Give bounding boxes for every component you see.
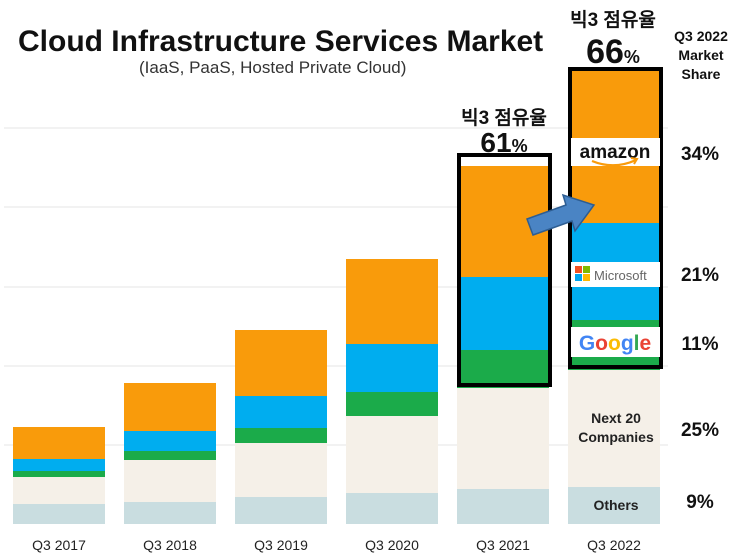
- bar-next-20-companies-q3-2020: [346, 416, 438, 493]
- x-tick-label: Q3 2020: [365, 537, 419, 553]
- google-letter: e: [639, 332, 651, 355]
- bar-google-q3-2020: [346, 392, 438, 416]
- google-letter: l: [634, 332, 640, 355]
- big3-value-2021: 61%: [480, 127, 527, 158]
- google-letter: g: [621, 332, 634, 355]
- share-amazon: 34%: [681, 144, 719, 165]
- microsoft-logo-text: Microsoft: [594, 268, 647, 283]
- bar-google-q3-2018: [124, 451, 216, 460]
- big3-label-2022: 빅3 점유율: [570, 9, 656, 31]
- bar-others-q3-2020: [346, 493, 438, 524]
- x-tick-label: Q3 2017: [32, 537, 86, 553]
- google-logo: Google: [571, 327, 660, 357]
- bar-next-20-companies-q3-2021: [457, 388, 549, 489]
- share-next20: 25%: [681, 420, 719, 441]
- share-microsoft: 21%: [681, 265, 719, 286]
- bar-microsoft-q3-2019: [235, 396, 327, 428]
- next20-segment-label-line1: Next 20: [591, 410, 641, 426]
- bar-amazon-q3-2018: [124, 383, 216, 431]
- bar-amazon-q3-2017: [13, 427, 105, 459]
- bar-next-20-companies-q3-2017: [13, 477, 105, 504]
- bar-amazon-q3-2020: [346, 259, 438, 344]
- bar-others-q3-2018: [124, 502, 216, 524]
- google-letter: G: [579, 332, 595, 355]
- others-segment-label: Others: [593, 497, 638, 513]
- share-header-line2: Market: [678, 47, 723, 63]
- bar-amazon-q3-2019: [235, 330, 327, 396]
- bar-microsoft-q3-2021: [457, 277, 549, 350]
- gridlines: [4, 127, 668, 446]
- bar-microsoft-q3-2018: [124, 431, 216, 451]
- amazon-logo: amazon: [571, 138, 660, 167]
- google-logo-text: Google: [579, 332, 651, 355]
- bar-next-20-companies-q3-2018: [124, 460, 216, 502]
- x-tick-label: Q3 2018: [143, 537, 197, 553]
- bar-microsoft-q3-2017: [13, 459, 105, 471]
- bar-next-20-companies-q3-2022: [568, 370, 660, 487]
- bar-others-q3-2017: [13, 504, 105, 524]
- share-header-line1: Q3 2022: [674, 28, 728, 44]
- amazon-logo-text: amazon: [580, 142, 651, 163]
- big3-frame-2021: [457, 153, 552, 387]
- share-others: 9%: [686, 492, 714, 513]
- chart-title: Cloud Infrastructure Services Market: [18, 25, 543, 58]
- bars: [13, 70, 660, 524]
- amazon-arrowhead-icon: [630, 157, 639, 165]
- x-tick-label: Q3 2022: [587, 537, 641, 553]
- big3-label-2021: 빅3 점유율: [461, 107, 547, 129]
- big3-number-2022: 66: [586, 33, 624, 71]
- bar-google-q3-2019: [235, 428, 327, 443]
- bar-google-q3-2017: [13, 471, 105, 477]
- big3-value-2022: 66%: [586, 33, 640, 71]
- x-axis-labels: Q3 2017 Q3 2018 Q3 2019 Q3 2020 Q3 2021 Q3 20…: [32, 537, 641, 553]
- big3-unit-2022: %: [624, 47, 640, 67]
- x-tick-label: Q3 2021: [476, 537, 530, 553]
- x-tick-label: Q3 2019: [254, 537, 308, 553]
- big3-unit-2021: %: [512, 136, 528, 156]
- share-header-line3: Share: [682, 66, 721, 82]
- bar-others-q3-2019: [235, 497, 327, 524]
- bar-next-20-companies-q3-2019: [235, 443, 327, 497]
- share-google: 11%: [682, 334, 719, 355]
- growth-arrow-icon: [526, 193, 596, 236]
- chart-subtitle: (IaaS, PaaS, Hosted Private Cloud): [139, 58, 406, 77]
- big3-number-2021: 61: [480, 127, 511, 158]
- microsoft-logo: Microsoft: [571, 262, 660, 287]
- google-letter: o: [608, 332, 621, 355]
- amazon-smile-icon: [591, 158, 637, 167]
- bar-google-q3-2021: [457, 350, 549, 388]
- next20-segment-label-line2: Companies: [578, 429, 654, 445]
- bar-others-q3-2022: [568, 487, 660, 524]
- google-letter: o: [595, 332, 608, 355]
- bar-microsoft-q3-2020: [346, 344, 438, 392]
- bar-others-q3-2021: [457, 489, 549, 524]
